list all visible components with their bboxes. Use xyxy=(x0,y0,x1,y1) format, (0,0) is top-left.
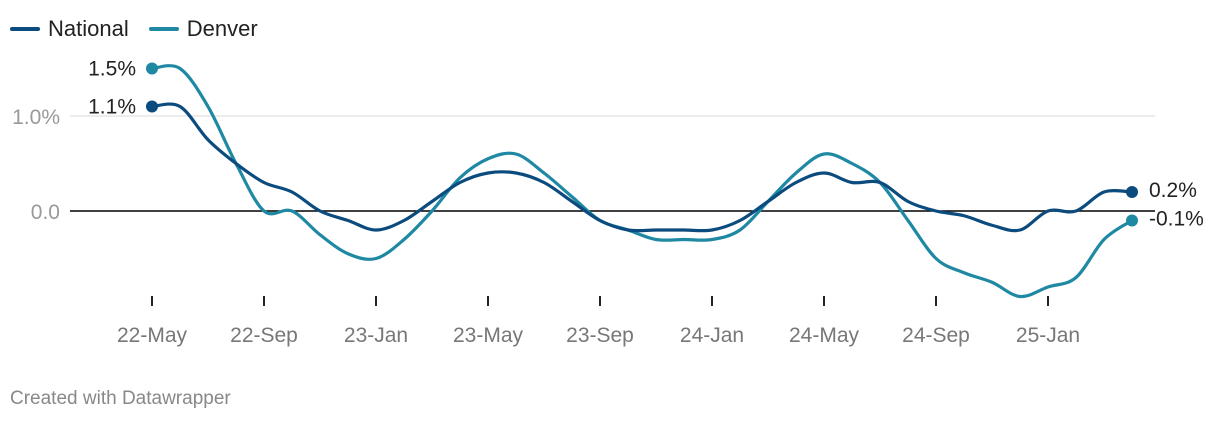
legend-item-national[interactable]: National xyxy=(10,16,129,42)
line-chart: 1.0% 0.0 22-May 22-Sep 23-Jan 23-May 23-Sep 24-… xyxy=(12,58,1204,348)
x-tick-label: 23-Jan xyxy=(344,324,408,347)
x-tick-label: 22-Sep xyxy=(230,324,298,347)
x-tick-label: 23-May xyxy=(453,324,524,347)
legend-swatch-denver xyxy=(148,27,179,31)
x-tick-label: 24-May xyxy=(789,324,860,347)
start-point-national xyxy=(146,100,158,113)
end-point-denver xyxy=(1126,214,1138,227)
y-tick-label: 1.0% xyxy=(12,106,60,129)
x-tick-label: 24-Jan xyxy=(680,324,744,347)
legend-swatch-national xyxy=(10,27,40,31)
x-tick-label: 23-Sep xyxy=(566,324,634,347)
end-label-denver: -0.1% xyxy=(1149,208,1204,231)
series-line-national xyxy=(150,102,1134,233)
x-tick-label: 25-Jan xyxy=(1016,324,1080,347)
x-tick-label: 22-May xyxy=(117,324,188,347)
end-point-national xyxy=(1126,186,1138,198)
end-label-national: 0.2% xyxy=(1149,179,1197,202)
x-tick-label: 24-Sep xyxy=(902,324,970,347)
start-point-denver xyxy=(146,62,158,75)
footer-credit: Created with Datawrapper xyxy=(10,388,231,409)
start-label-denver: 1.5% xyxy=(88,58,136,81)
legend-label-national: National xyxy=(48,16,129,41)
legend-item-denver[interactable]: Denver xyxy=(148,16,258,42)
series-line-denver xyxy=(150,64,1134,299)
y-tick-label: 0.0 xyxy=(31,201,60,224)
legend: National Denver xyxy=(10,16,258,42)
legend-label-denver: Denver xyxy=(186,16,258,41)
start-label-national: 1.1% xyxy=(88,96,136,119)
